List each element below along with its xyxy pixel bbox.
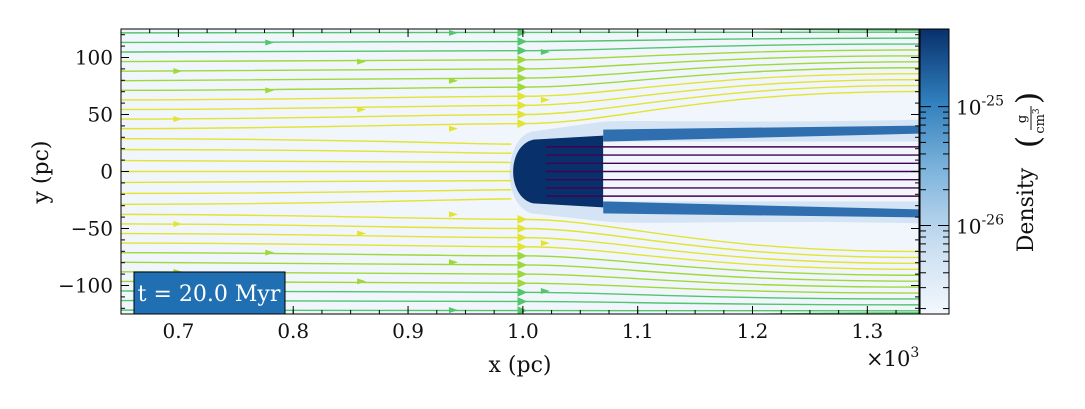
cloud-tail-lower <box>603 201 919 218</box>
streamline-arrow <box>357 278 367 285</box>
streamline <box>121 242 919 271</box>
streamline-arrow <box>173 116 183 123</box>
x-tick-label: 0.8 <box>277 319 309 343</box>
colorbar-label: Density ( g cm3 ) <box>1009 92 1048 252</box>
streamline <box>121 55 919 74</box>
streamline <box>121 260 919 282</box>
colorbar-unit-numerator: g <box>1015 115 1030 123</box>
streamline-arrow <box>265 87 275 94</box>
streamline <box>121 213 919 253</box>
x-axis-label: x (pc) <box>489 353 552 378</box>
streamline <box>121 61 919 83</box>
x-tick-label: 1.2 <box>737 319 769 343</box>
y-tick-label: −50 <box>71 217 113 241</box>
streamline-incoming <box>121 179 512 184</box>
x-multiplier-exponent: 3 <box>910 345 919 361</box>
colorbar: 10-25 10-26 Density ( g cm3 ) <box>919 28 1048 315</box>
streamline-arrow <box>448 77 458 84</box>
streamline <box>121 232 919 265</box>
y-axis: −100 −50 0 50 100 <box>58 34 919 309</box>
streamline-arrow <box>448 259 458 266</box>
y-axis-label: y (pc) <box>29 141 54 205</box>
streamline <box>121 29 919 37</box>
streamline-arrow <box>540 96 550 103</box>
streamline <box>121 49 919 65</box>
streamline-incoming <box>121 148 512 154</box>
colorbar-paren-left: ( <box>1009 136 1047 148</box>
colorbar-tick-label: 10-26 <box>956 212 1004 238</box>
streamline-arrow <box>173 68 183 75</box>
streamline <box>121 43 919 56</box>
y-tick-label: 100 <box>75 46 113 70</box>
x-axis: 0.7 0.8 0.9 1.0 1.1 1.2 1.3 <box>120 29 897 343</box>
colorbar-ticks: 10-25 10-26 <box>920 94 1004 310</box>
streamline-arrow <box>173 220 183 227</box>
streamline-arrow <box>448 211 458 218</box>
streamline-arrow <box>357 106 367 113</box>
annotation-box <box>133 271 286 315</box>
streamline <box>121 84 919 120</box>
colorbar-paren-right: ) <box>1009 92 1047 104</box>
x-tick-label: 0.9 <box>392 319 424 343</box>
colorbar-label-text: Density <box>1014 167 1039 252</box>
colorbar-unit-denominator: cm3 <box>1032 108 1048 134</box>
streamline-arrow <box>173 20 182 26</box>
x-axis-multiplier: ×103 <box>866 345 919 371</box>
cloud-tail-upper <box>603 125 919 142</box>
streamline-arrow <box>265 249 275 256</box>
streamline-arrow <box>540 287 550 294</box>
streamline-arrow <box>448 307 458 314</box>
streamline-arrow <box>357 58 367 65</box>
x-tick-label: 0.7 <box>163 319 195 343</box>
streamline-incoming <box>121 189 512 195</box>
x-tick-label: 1.3 <box>851 319 883 343</box>
streamline-arrow <box>540 49 550 56</box>
streamline-arrow <box>540 240 550 247</box>
streamline-arrow <box>357 230 367 237</box>
streamline-arrow <box>448 29 458 36</box>
y-tick-label: 0 <box>100 160 113 184</box>
x-multiplier-base: ×10 <box>866 347 910 371</box>
streamline <box>121 90 919 130</box>
y-tick-label: −100 <box>58 274 113 298</box>
x-tick-label: 1.0 <box>507 319 539 343</box>
y-tick-label: 50 <box>88 103 113 127</box>
streamline <box>121 72 919 101</box>
annotation-text: t = 20.0 Myr <box>138 282 281 307</box>
streamline-incoming <box>121 159 512 164</box>
streamline-arrow <box>265 39 275 46</box>
streamline-incoming <box>121 137 512 145</box>
x-tick-label: 1.1 <box>622 319 654 343</box>
streamline-arrow <box>448 125 458 132</box>
streamline <box>121 78 919 111</box>
colorbar-gradient <box>919 28 950 315</box>
time-annotation: t = 20.0 Myr <box>133 271 286 315</box>
streamline-incoming <box>121 198 512 206</box>
colorbar-tick-label: 10-25 <box>956 94 1004 120</box>
streamline <box>121 223 919 259</box>
